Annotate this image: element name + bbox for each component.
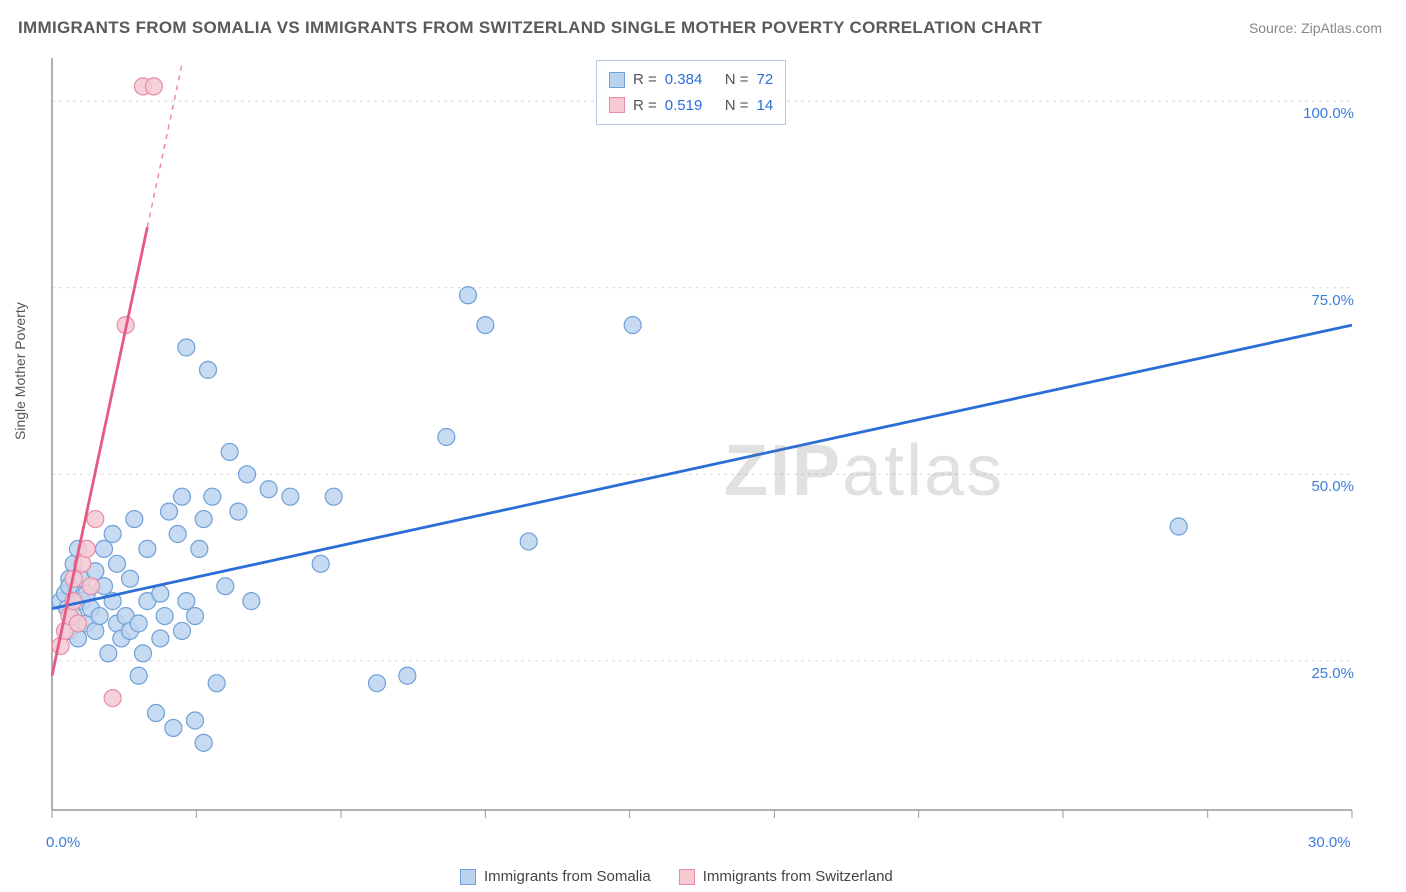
series-name: Immigrants from Switzerland bbox=[703, 868, 893, 885]
ytick-label: 25.0% bbox=[1294, 665, 1354, 682]
chart-area: ZIPatlas R =0.384N =72R =0.519N =14 25.0… bbox=[44, 50, 1364, 840]
legend-swatch bbox=[609, 72, 625, 88]
legend-n-label: N = bbox=[725, 67, 749, 93]
legend-n-label: N = bbox=[725, 93, 749, 119]
legend-r-label: R = bbox=[633, 67, 657, 93]
legend-r-value: 0.384 bbox=[665, 67, 717, 93]
legend-swatch bbox=[460, 869, 476, 885]
legend-n-value: 14 bbox=[757, 93, 774, 119]
legend-swatch bbox=[609, 97, 625, 113]
series-legend: Immigrants from Somalia Immigrants from S… bbox=[460, 868, 893, 885]
y-axis-label: Single Mother Poverty bbox=[12, 302, 28, 440]
legend-r-label: R = bbox=[633, 93, 657, 119]
legend-r-value: 0.519 bbox=[665, 93, 717, 119]
xtick-label: 30.0% bbox=[1308, 834, 1351, 851]
source-label: Source: ZipAtlas.com bbox=[1249, 20, 1382, 36]
legend-swatch bbox=[679, 869, 695, 885]
series-legend-item: Immigrants from Switzerland bbox=[679, 868, 893, 885]
series-name: Immigrants from Somalia bbox=[484, 868, 651, 885]
legend-row: R = 0.519 N = 14 bbox=[609, 93, 773, 119]
correlation-legend: R = 0.384 N = 72 R = 0.519 N = 14 bbox=[596, 60, 786, 125]
chart-title: IMMIGRANTS FROM SOMALIA VS IMMIGRANTS FR… bbox=[18, 18, 1042, 38]
ytick-label: 75.0% bbox=[1294, 292, 1354, 309]
legend-row: R = 0.384 N = 72 bbox=[609, 67, 773, 93]
xtick-label: 0.0% bbox=[46, 834, 80, 851]
ytick-label: 50.0% bbox=[1294, 478, 1354, 495]
ytick-label: 100.0% bbox=[1294, 105, 1354, 122]
legend-n-value: 72 bbox=[757, 67, 774, 93]
series-legend-item: Immigrants from Somalia bbox=[460, 868, 651, 885]
scatter-plot-svg bbox=[44, 50, 1364, 840]
